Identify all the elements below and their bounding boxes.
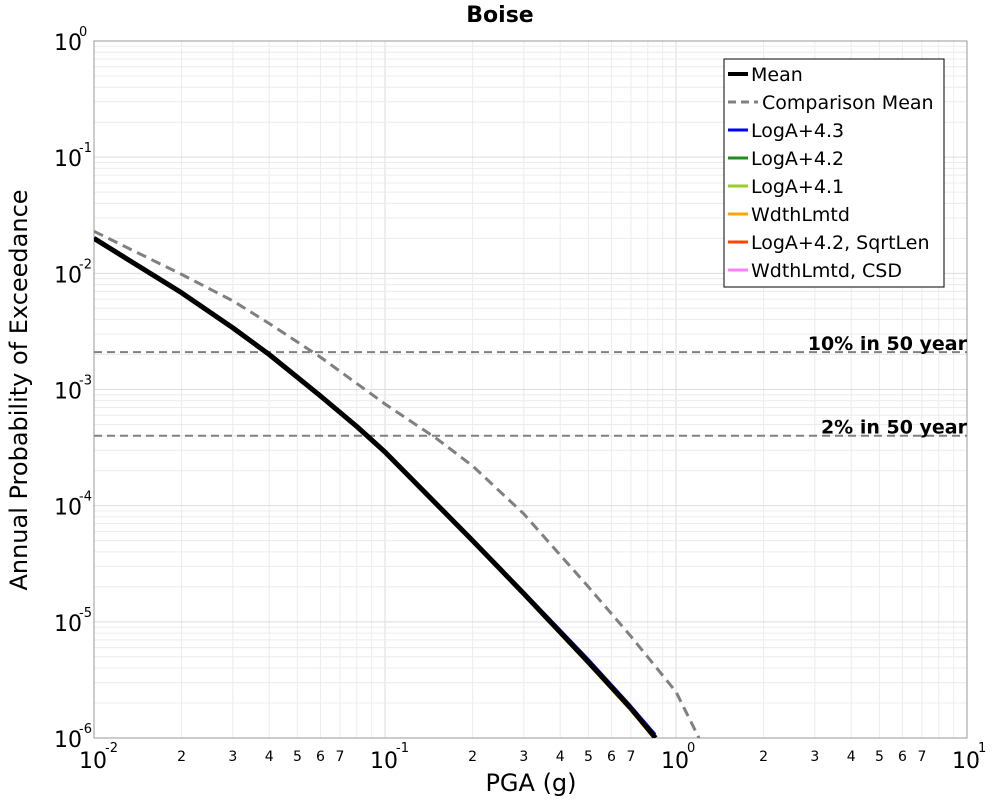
x-tick-label: 10 <box>952 749 980 774</box>
reference-line-label: 2% in 50 year <box>821 417 968 439</box>
x-minor-tick-label: 4 <box>556 749 565 765</box>
x-tick-exponent: -2 <box>105 741 118 756</box>
x-minor-tick-label: 6 <box>316 749 325 765</box>
x-minor-tick-label: 4 <box>265 749 274 765</box>
y-tick-label: 10 <box>54 147 82 172</box>
legend-label: WdthLmtd <box>751 204 850 226</box>
series-lines <box>94 229 701 738</box>
x-tick-label: 10 <box>79 749 107 774</box>
y-tick-label: 10 <box>54 496 82 521</box>
x-tick-exponent: 0 <box>687 741 695 756</box>
reference-line-label: 10% in 50 year <box>808 333 968 355</box>
legend-label: LogA+4.2 <box>751 148 844 170</box>
legend-label: WdthLmtd, CSD <box>751 260 902 282</box>
x-minor-tick-label: 4 <box>847 749 856 765</box>
y-tick-label: 10 <box>54 612 82 637</box>
x-minor-tick-label: 6 <box>607 749 616 765</box>
legend-label: LogA+4.1 <box>751 176 844 198</box>
y-tick-label: 10 <box>54 31 82 56</box>
plot-frame <box>93 40 968 739</box>
x-minor-tick-label: 3 <box>810 749 819 765</box>
x-minor-tick-label: 5 <box>875 749 884 765</box>
x-tick-label: 10 <box>370 749 398 774</box>
y-tick-label: 10 <box>54 263 82 288</box>
y-tick-exponent: 0 <box>79 25 87 40</box>
legend-label: Comparison Mean <box>762 92 934 114</box>
x-tick-exponent: 1 <box>978 741 986 756</box>
x-tick-label: 10 <box>661 749 689 774</box>
x-tick-exponent: -1 <box>396 741 409 756</box>
y-tick-exponent: -4 <box>79 490 92 505</box>
x-minor-tick-label: 2 <box>759 749 768 765</box>
legend: Mean Comparison Mean LogA+4.3 LogA+4.2 LogA+… <box>723 58 945 288</box>
chart-title: Boise <box>466 3 533 28</box>
y-axis-label: Annual Probability of Exceedance <box>5 189 33 590</box>
x-minor-tick-label: 6 <box>898 749 907 765</box>
y-tick-label: 10 <box>54 380 82 405</box>
grid <box>93 41 967 739</box>
x-minor-tick-label: 7 <box>626 749 635 765</box>
y-tick-exponent: -1 <box>79 141 92 156</box>
x-axis-label: PGA (g) <box>485 769 576 797</box>
legend-label: LogA+4.2, SqrtLen <box>751 232 930 254</box>
x-minor-tick-label: 5 <box>584 749 593 765</box>
y-tick-exponent: -3 <box>79 374 92 389</box>
reference-lines: 10% in 50 year 2% in 50 year <box>94 333 968 439</box>
series-line <box>94 236 658 738</box>
y-tick-exponent: -6 <box>79 722 92 737</box>
x-minor-tick-label: 7 <box>917 749 926 765</box>
x-minor-tick-label: 7 <box>335 749 344 765</box>
x-minor-tick-label: 5 <box>293 749 302 765</box>
x-minor-tick-label: 2 <box>177 749 186 765</box>
y-tick-exponent: -2 <box>79 257 92 272</box>
x-minor-tick-label: 3 <box>228 749 237 765</box>
x-minor-tick-label: 3 <box>519 749 528 765</box>
y-tick-label: 10 <box>54 728 82 753</box>
legend-box <box>723 58 945 288</box>
legend-label: Mean <box>751 64 803 86</box>
series-line <box>94 229 701 738</box>
x-minor-tick-label: 2 <box>468 749 477 765</box>
y-tick-exponent: -5 <box>79 606 92 621</box>
legend-label: LogA+4.3 <box>751 120 844 142</box>
